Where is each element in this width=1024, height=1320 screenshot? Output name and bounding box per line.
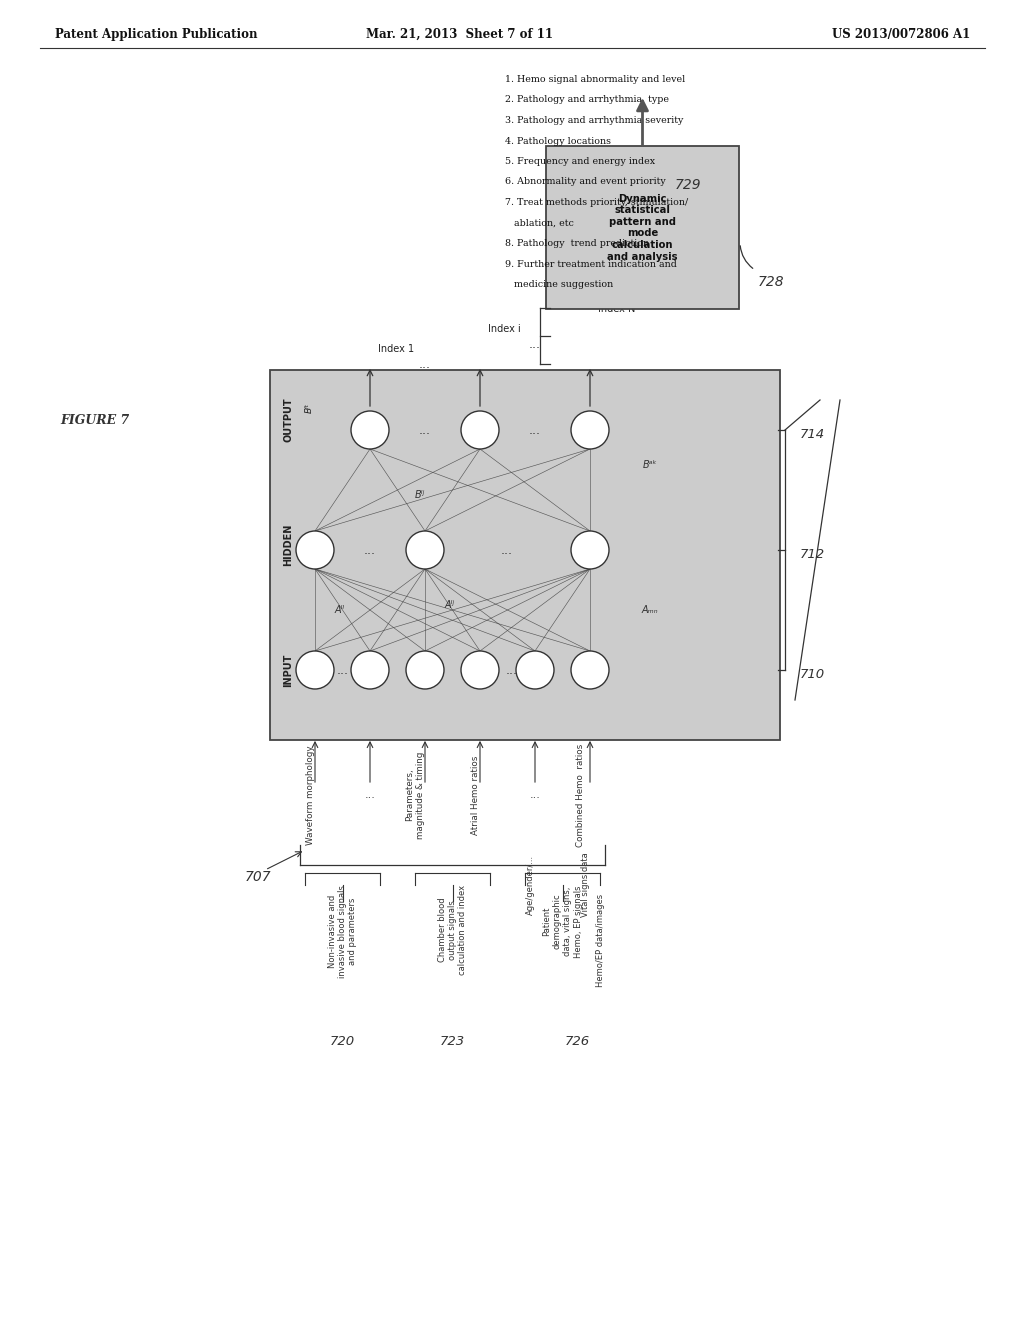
Text: Hemo/EP data/images: Hemo/EP data/images	[596, 894, 605, 986]
Text: 707: 707	[245, 870, 271, 884]
Text: Vital signs data: Vital signs data	[581, 853, 590, 917]
FancyBboxPatch shape	[546, 147, 739, 309]
Text: medicine suggestion: medicine suggestion	[505, 280, 613, 289]
Text: ...: ...	[364, 544, 376, 557]
Circle shape	[406, 651, 444, 689]
Text: Bᴵʲ: Bᴵʲ	[415, 490, 425, 500]
Text: 3. Pathology and arrhythmia severity: 3. Pathology and arrhythmia severity	[505, 116, 683, 125]
Text: Bᵃᵏ: Bᵃᵏ	[643, 459, 657, 470]
Text: 7. Treat methods priority, stimulation/: 7. Treat methods priority, stimulation/	[505, 198, 688, 207]
Text: ablation, etc: ablation, etc	[505, 219, 573, 227]
Circle shape	[406, 531, 444, 569]
Text: Index 1: Index 1	[378, 345, 414, 354]
Circle shape	[461, 411, 499, 449]
Text: 8. Pathology  trend prediction: 8. Pathology trend prediction	[505, 239, 649, 248]
Text: Combined Hemo  ratios: Combined Hemo ratios	[575, 743, 585, 846]
Text: INPUT: INPUT	[283, 653, 293, 686]
Text: Index N: Index N	[598, 304, 635, 314]
Text: FIGURE 7: FIGURE 7	[60, 413, 129, 426]
Text: 5. Frequency and energy index: 5. Frequency and energy index	[505, 157, 655, 166]
Text: ...: ...	[529, 424, 541, 437]
Text: Age/gender/...: Age/gender/...	[526, 855, 535, 915]
Text: 9. Further treatment indication and: 9. Further treatment indication and	[505, 260, 677, 268]
Text: Aᴵᴵ: Aᴵᴵ	[335, 605, 345, 615]
Circle shape	[516, 651, 554, 689]
Text: Atrial Hemo ratios: Atrial Hemo ratios	[471, 755, 480, 834]
Text: ...: ...	[419, 358, 431, 371]
Text: 712: 712	[800, 549, 825, 561]
Text: 726: 726	[565, 1035, 590, 1048]
Text: Patient
demographic
data, vital signs,
Hemo, EP signals: Patient demographic data, vital signs, H…	[543, 884, 583, 957]
Text: Bᴵᵗ: Bᴵᵗ	[305, 403, 314, 413]
Text: 1. Hemo signal abnormality and level: 1. Hemo signal abnormality and level	[505, 75, 685, 84]
Circle shape	[296, 651, 334, 689]
Circle shape	[351, 651, 389, 689]
Text: 6. Abnormality and event priority: 6. Abnormality and event priority	[505, 177, 666, 186]
Circle shape	[571, 651, 609, 689]
Circle shape	[296, 531, 334, 569]
Text: ...: ...	[529, 338, 541, 351]
Text: Non-invasive and
invasive blood signals
and parameters: Non-invasive and invasive blood signals …	[328, 884, 357, 978]
Text: 2. Pathology and arrhythmia  type: 2. Pathology and arrhythmia type	[505, 95, 669, 104]
Text: US 2013/0072806 A1: US 2013/0072806 A1	[831, 28, 970, 41]
Text: 4. Pathology locations: 4. Pathology locations	[505, 136, 611, 145]
Text: Aₘₙ: Aₘₙ	[642, 605, 658, 615]
Text: ...: ...	[365, 789, 376, 800]
Bar	[270, 370, 780, 741]
Text: 723: 723	[440, 1035, 465, 1048]
Text: Parameters,
magnitude & timing: Parameters, magnitude & timing	[406, 751, 425, 838]
Text: 714: 714	[800, 429, 825, 441]
Text: Dynamic
statistical
pattern and
mode
calculation
and analysis: Dynamic statistical pattern and mode cal…	[607, 194, 678, 261]
Text: HIDDEN: HIDDEN	[283, 524, 293, 566]
Text: 729: 729	[675, 178, 701, 191]
Text: ...: ...	[529, 789, 541, 800]
Text: ...: ...	[501, 544, 513, 557]
Circle shape	[571, 531, 609, 569]
Text: Index i: Index i	[488, 323, 521, 334]
Text: Mar. 21, 2013  Sheet 7 of 11: Mar. 21, 2013 Sheet 7 of 11	[367, 28, 554, 41]
Text: Patent Application Publication: Patent Application Publication	[55, 28, 257, 41]
Text: ...: ...	[337, 664, 349, 676]
Text: Chamber blood
output signals
calculation and index: Chamber blood output signals calculation…	[437, 884, 467, 975]
Text: 720: 720	[330, 1035, 355, 1048]
Circle shape	[461, 651, 499, 689]
Circle shape	[571, 411, 609, 449]
Text: 710: 710	[800, 668, 825, 681]
Circle shape	[351, 411, 389, 449]
Text: ...: ...	[419, 424, 431, 437]
Text: Aᴵʲ: Aᴵʲ	[445, 601, 455, 610]
Text: 728: 728	[758, 275, 784, 289]
Text: OUTPUT: OUTPUT	[283, 397, 293, 442]
Text: ...: ...	[506, 664, 518, 676]
Text: Waveform morphology: Waveform morphology	[306, 746, 315, 845]
